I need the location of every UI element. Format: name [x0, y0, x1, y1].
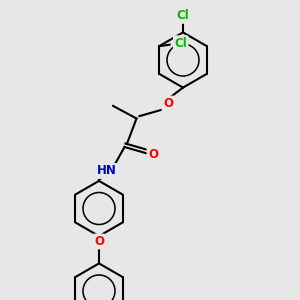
- Text: Cl: Cl: [174, 37, 187, 50]
- Text: Cl: Cl: [177, 9, 189, 22]
- Text: O: O: [94, 235, 104, 248]
- Text: O: O: [163, 97, 173, 110]
- Text: O: O: [148, 148, 158, 161]
- Text: HN: HN: [97, 164, 116, 178]
